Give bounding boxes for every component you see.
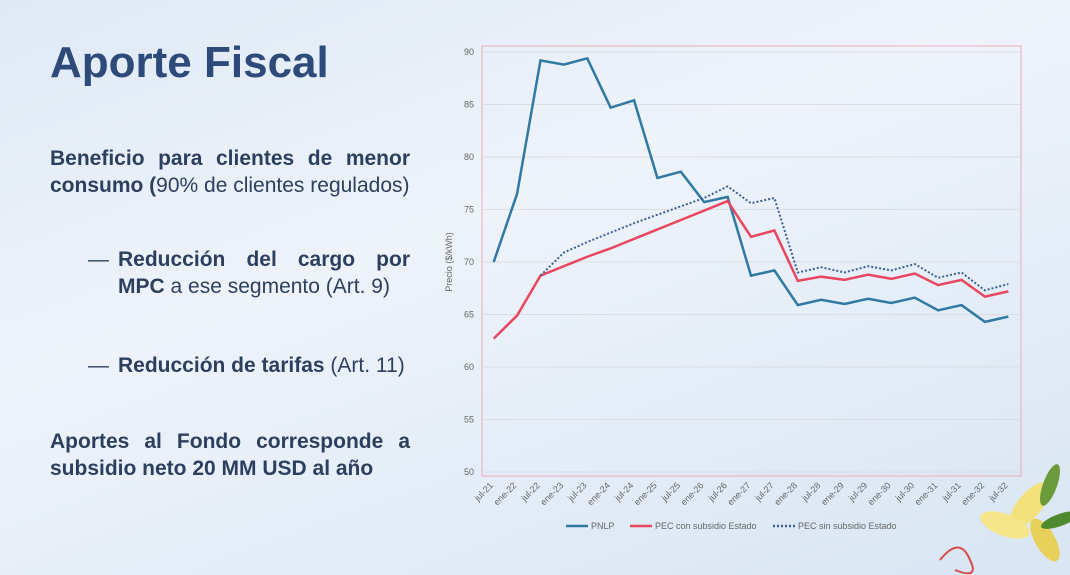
- line-series: [539, 185, 1009, 292]
- text: a ese segmento (Art. 9): [164, 275, 390, 298]
- y-tick-label: 65: [464, 310, 474, 320]
- bullet: — Reducción del cargo por MPC a ese segme…: [88, 248, 410, 298]
- y-tick-label: 60: [464, 362, 474, 372]
- x-tick-label: ene-27: [726, 480, 753, 507]
- y-axis-label: Precio ($/kWh): [444, 232, 454, 292]
- y-tick-label: 75: [464, 205, 474, 215]
- paragraph: Beneficio para clientes de menor consumo…: [50, 145, 410, 199]
- y-tick-label: 50: [464, 467, 474, 477]
- text: 90% de clientes regulados): [156, 174, 410, 197]
- slide-title: Aporte Fiscal: [50, 38, 329, 87]
- legend-label: PEC sin subsidio Estado: [798, 521, 897, 531]
- paragraph: Aportes al Fondo corresponde a subsidio …: [50, 430, 410, 480]
- x-tick-label: ene-32: [959, 480, 986, 507]
- text: (Art. 11): [324, 354, 405, 377]
- bold-text: Reducción del cargo por MPC: [118, 248, 410, 298]
- decoration: [939, 464, 1070, 575]
- legend-label: PNLP: [591, 521, 615, 531]
- bullet: — Reducción de tarifas (Art. 11): [88, 354, 405, 377]
- x-tick-label: jul-32: [986, 480, 1009, 503]
- x-tick-label: ene-26: [679, 480, 706, 507]
- x-tick-label: ene-29: [819, 480, 846, 507]
- bold-text: Beneficio para clientes de menor consumo…: [50, 147, 410, 197]
- line-series: [492, 56, 1009, 324]
- y-tick-label: 70: [464, 257, 474, 267]
- x-tick-label: ene-24: [585, 480, 612, 507]
- x-tick-label: ene-22: [492, 480, 519, 507]
- x-tick-label: ene-28: [772, 480, 799, 507]
- y-tick-label: 80: [464, 152, 474, 162]
- x-tick-label: ene-25: [632, 480, 659, 507]
- x-tick-label: ene-23: [538, 480, 565, 507]
- bold-text: Reducción de tarifas: [118, 354, 325, 377]
- x-tick-label: ene-31: [913, 480, 940, 507]
- y-tick-label: 55: [464, 415, 474, 425]
- x-tick-label: ene-30: [866, 480, 893, 507]
- y-tick-label: 90: [464, 47, 474, 57]
- line-series: [492, 199, 1009, 340]
- y-tick-label: 85: [464, 100, 474, 110]
- plot-border: [481, 45, 1022, 477]
- legend-label: PEC con subsidio Estado: [655, 521, 757, 531]
